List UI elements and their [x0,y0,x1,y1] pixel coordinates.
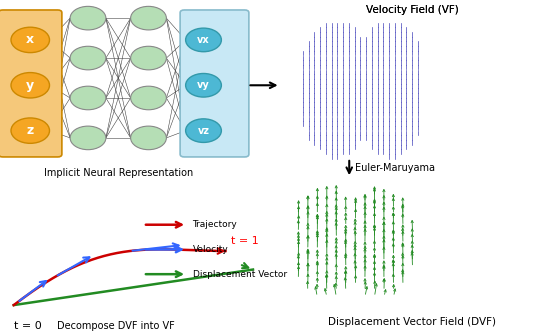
Text: Displacement Vector Field (DVF): Displacement Vector Field (DVF) [328,317,497,327]
Text: x: x [26,33,34,46]
Text: Decompose DVF into VF: Decompose DVF into VF [57,321,174,331]
Text: Euler-Maruyama: Euler-Maruyama [355,163,434,173]
FancyBboxPatch shape [0,10,62,157]
Text: Velocity Field (VF): Velocity Field (VF) [366,5,459,15]
Text: t = 0: t = 0 [14,321,41,331]
Circle shape [70,86,106,110]
Circle shape [70,126,106,150]
Circle shape [11,27,49,53]
Text: vx: vx [197,35,210,45]
Text: vz: vz [197,126,210,136]
Circle shape [70,46,106,70]
Circle shape [131,46,166,70]
Text: Displacement Vector: Displacement Vector [192,270,287,279]
Text: z: z [26,124,34,137]
Text: vy: vy [197,80,210,90]
Circle shape [70,6,106,30]
Text: Trajectory: Trajectory [192,220,237,229]
Text: Velocity: Velocity [192,245,228,254]
Circle shape [186,74,221,97]
Text: Velocity Field (VF): Velocity Field (VF) [366,5,459,15]
Text: Implicit Neural Representation: Implicit Neural Representation [43,168,193,178]
Circle shape [11,73,49,98]
Circle shape [131,126,166,150]
Circle shape [131,6,166,30]
Text: y: y [26,79,34,92]
Circle shape [186,28,221,52]
Circle shape [131,86,166,110]
Circle shape [186,119,221,142]
FancyBboxPatch shape [180,10,249,157]
Circle shape [11,118,49,143]
Text: t = 1: t = 1 [231,236,258,246]
